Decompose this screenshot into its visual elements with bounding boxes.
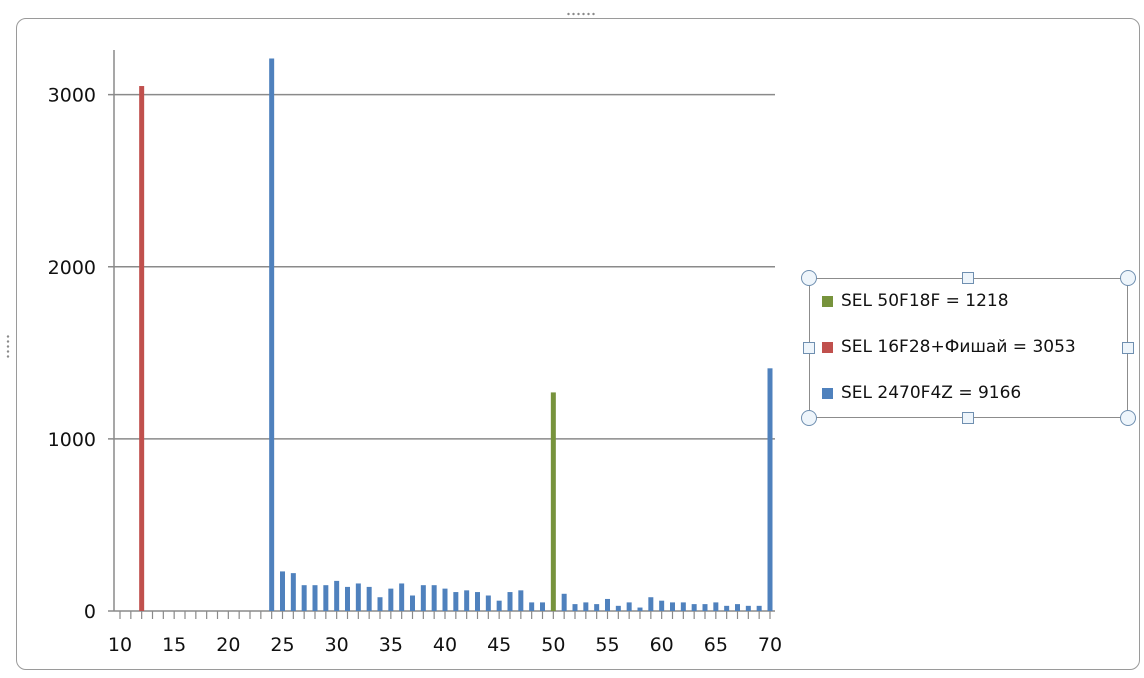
resize-handle-left[interactable] <box>803 342 815 354</box>
bar <box>594 604 600 611</box>
bar <box>475 592 480 611</box>
bar <box>334 580 340 611</box>
bar <box>702 604 708 611</box>
bar <box>431 585 437 611</box>
bar <box>637 607 643 611</box>
bar <box>269 58 275 612</box>
bar <box>301 585 307 611</box>
bar <box>550 392 556 611</box>
x-tick-label: 40 <box>433 634 457 656</box>
resize-handle-top-left[interactable] <box>801 270 817 286</box>
bar <box>464 590 470 611</box>
bar <box>290 573 296 611</box>
legend-item-sel-2470f4z: SEL 2470F4Z = 9166 <box>822 383 1021 403</box>
bar <box>529 602 535 611</box>
x-tick-label: 60 <box>650 634 674 656</box>
y-tick-label: 3000 <box>48 85 96 107</box>
bar <box>615 605 621 611</box>
bar <box>572 604 578 611</box>
legend-swatch <box>822 387 833 399</box>
x-tick-label: 25 <box>270 634 294 656</box>
bar <box>605 598 610 611</box>
bar <box>323 585 329 611</box>
bar <box>388 588 394 611</box>
bar <box>442 588 448 611</box>
bar <box>659 600 665 611</box>
bar <box>507 592 513 611</box>
bar <box>355 583 361 611</box>
bar <box>756 605 762 611</box>
y-tick-label: 0 <box>84 601 96 623</box>
resize-handle-bottom-right[interactable] <box>1120 410 1136 426</box>
bar <box>713 602 719 611</box>
bar <box>453 592 459 611</box>
bar <box>345 586 350 611</box>
resize-handle-top-right[interactable] <box>1120 270 1136 286</box>
bar <box>399 583 405 611</box>
bar <box>648 597 654 611</box>
bar <box>745 605 751 611</box>
x-tick-label: 35 <box>379 634 403 656</box>
resize-handle-top[interactable] <box>962 272 974 284</box>
x-tick-label: 20 <box>216 634 240 656</box>
resize-handle-bottom-left[interactable] <box>801 410 817 426</box>
axes <box>108 50 775 619</box>
bar <box>312 585 318 611</box>
legend[interactable]: SEL 50F18F = 1218 SEL 16F28+Фишай = 3053… <box>809 278 1128 418</box>
bar <box>670 602 675 611</box>
bar <box>691 604 697 611</box>
resize-grip-left[interactable] <box>6 334 10 360</box>
bar <box>139 86 145 612</box>
x-tick-label: 55 <box>595 634 619 656</box>
x-tick-label: 10 <box>108 634 132 656</box>
bar <box>626 602 632 611</box>
y-tick-label: 1000 <box>48 429 96 451</box>
chart-area-frame[interactable] <box>16 18 1140 670</box>
bar <box>724 605 730 611</box>
bar <box>518 590 524 611</box>
bar <box>496 600 502 611</box>
x-tick-label: 70 <box>758 634 782 656</box>
bar <box>410 595 415 611</box>
bars <box>139 58 773 612</box>
bar <box>485 595 491 611</box>
y-tick-label: 2000 <box>48 257 96 279</box>
x-tick-label: 50 <box>541 634 565 656</box>
resize-handle-right[interactable] <box>1122 342 1134 354</box>
gridlines <box>114 93 775 440</box>
x-tick-label: 65 <box>704 634 728 656</box>
bar <box>540 602 545 611</box>
bar <box>767 368 773 611</box>
legend-label: SEL 2470F4Z = 9166 <box>841 383 1022 403</box>
bar <box>561 593 567 611</box>
resize-handle-bottom[interactable] <box>962 412 974 424</box>
tick-labels: 0 1000 2000 3000 10 15 20 25 30 35 40 45 50 55 60 65 70 <box>48 85 782 656</box>
bar <box>420 585 426 611</box>
x-tick-label: 45 <box>487 634 511 656</box>
legend-label: SEL 16F28+Фишай = 3053 <box>841 337 1076 357</box>
bar <box>735 604 740 611</box>
legend-label: SEL 50F18F = 1218 <box>841 291 1009 311</box>
legend-swatch <box>822 295 833 307</box>
bar <box>280 571 285 611</box>
legend-item-sel-16f28: SEL 16F28+Фишай = 3053 <box>822 337 1076 357</box>
resize-grip-top[interactable] <box>566 12 596 16</box>
bar <box>680 602 686 611</box>
x-tick-label: 15 <box>162 634 186 656</box>
x-tick-label: 30 <box>325 634 349 656</box>
bar <box>366 586 372 611</box>
bar <box>583 602 589 611</box>
legend-swatch <box>822 341 833 353</box>
legend-item-sel-50f18f: SEL 50F18F = 1218 <box>822 291 1009 311</box>
bar <box>377 597 383 611</box>
